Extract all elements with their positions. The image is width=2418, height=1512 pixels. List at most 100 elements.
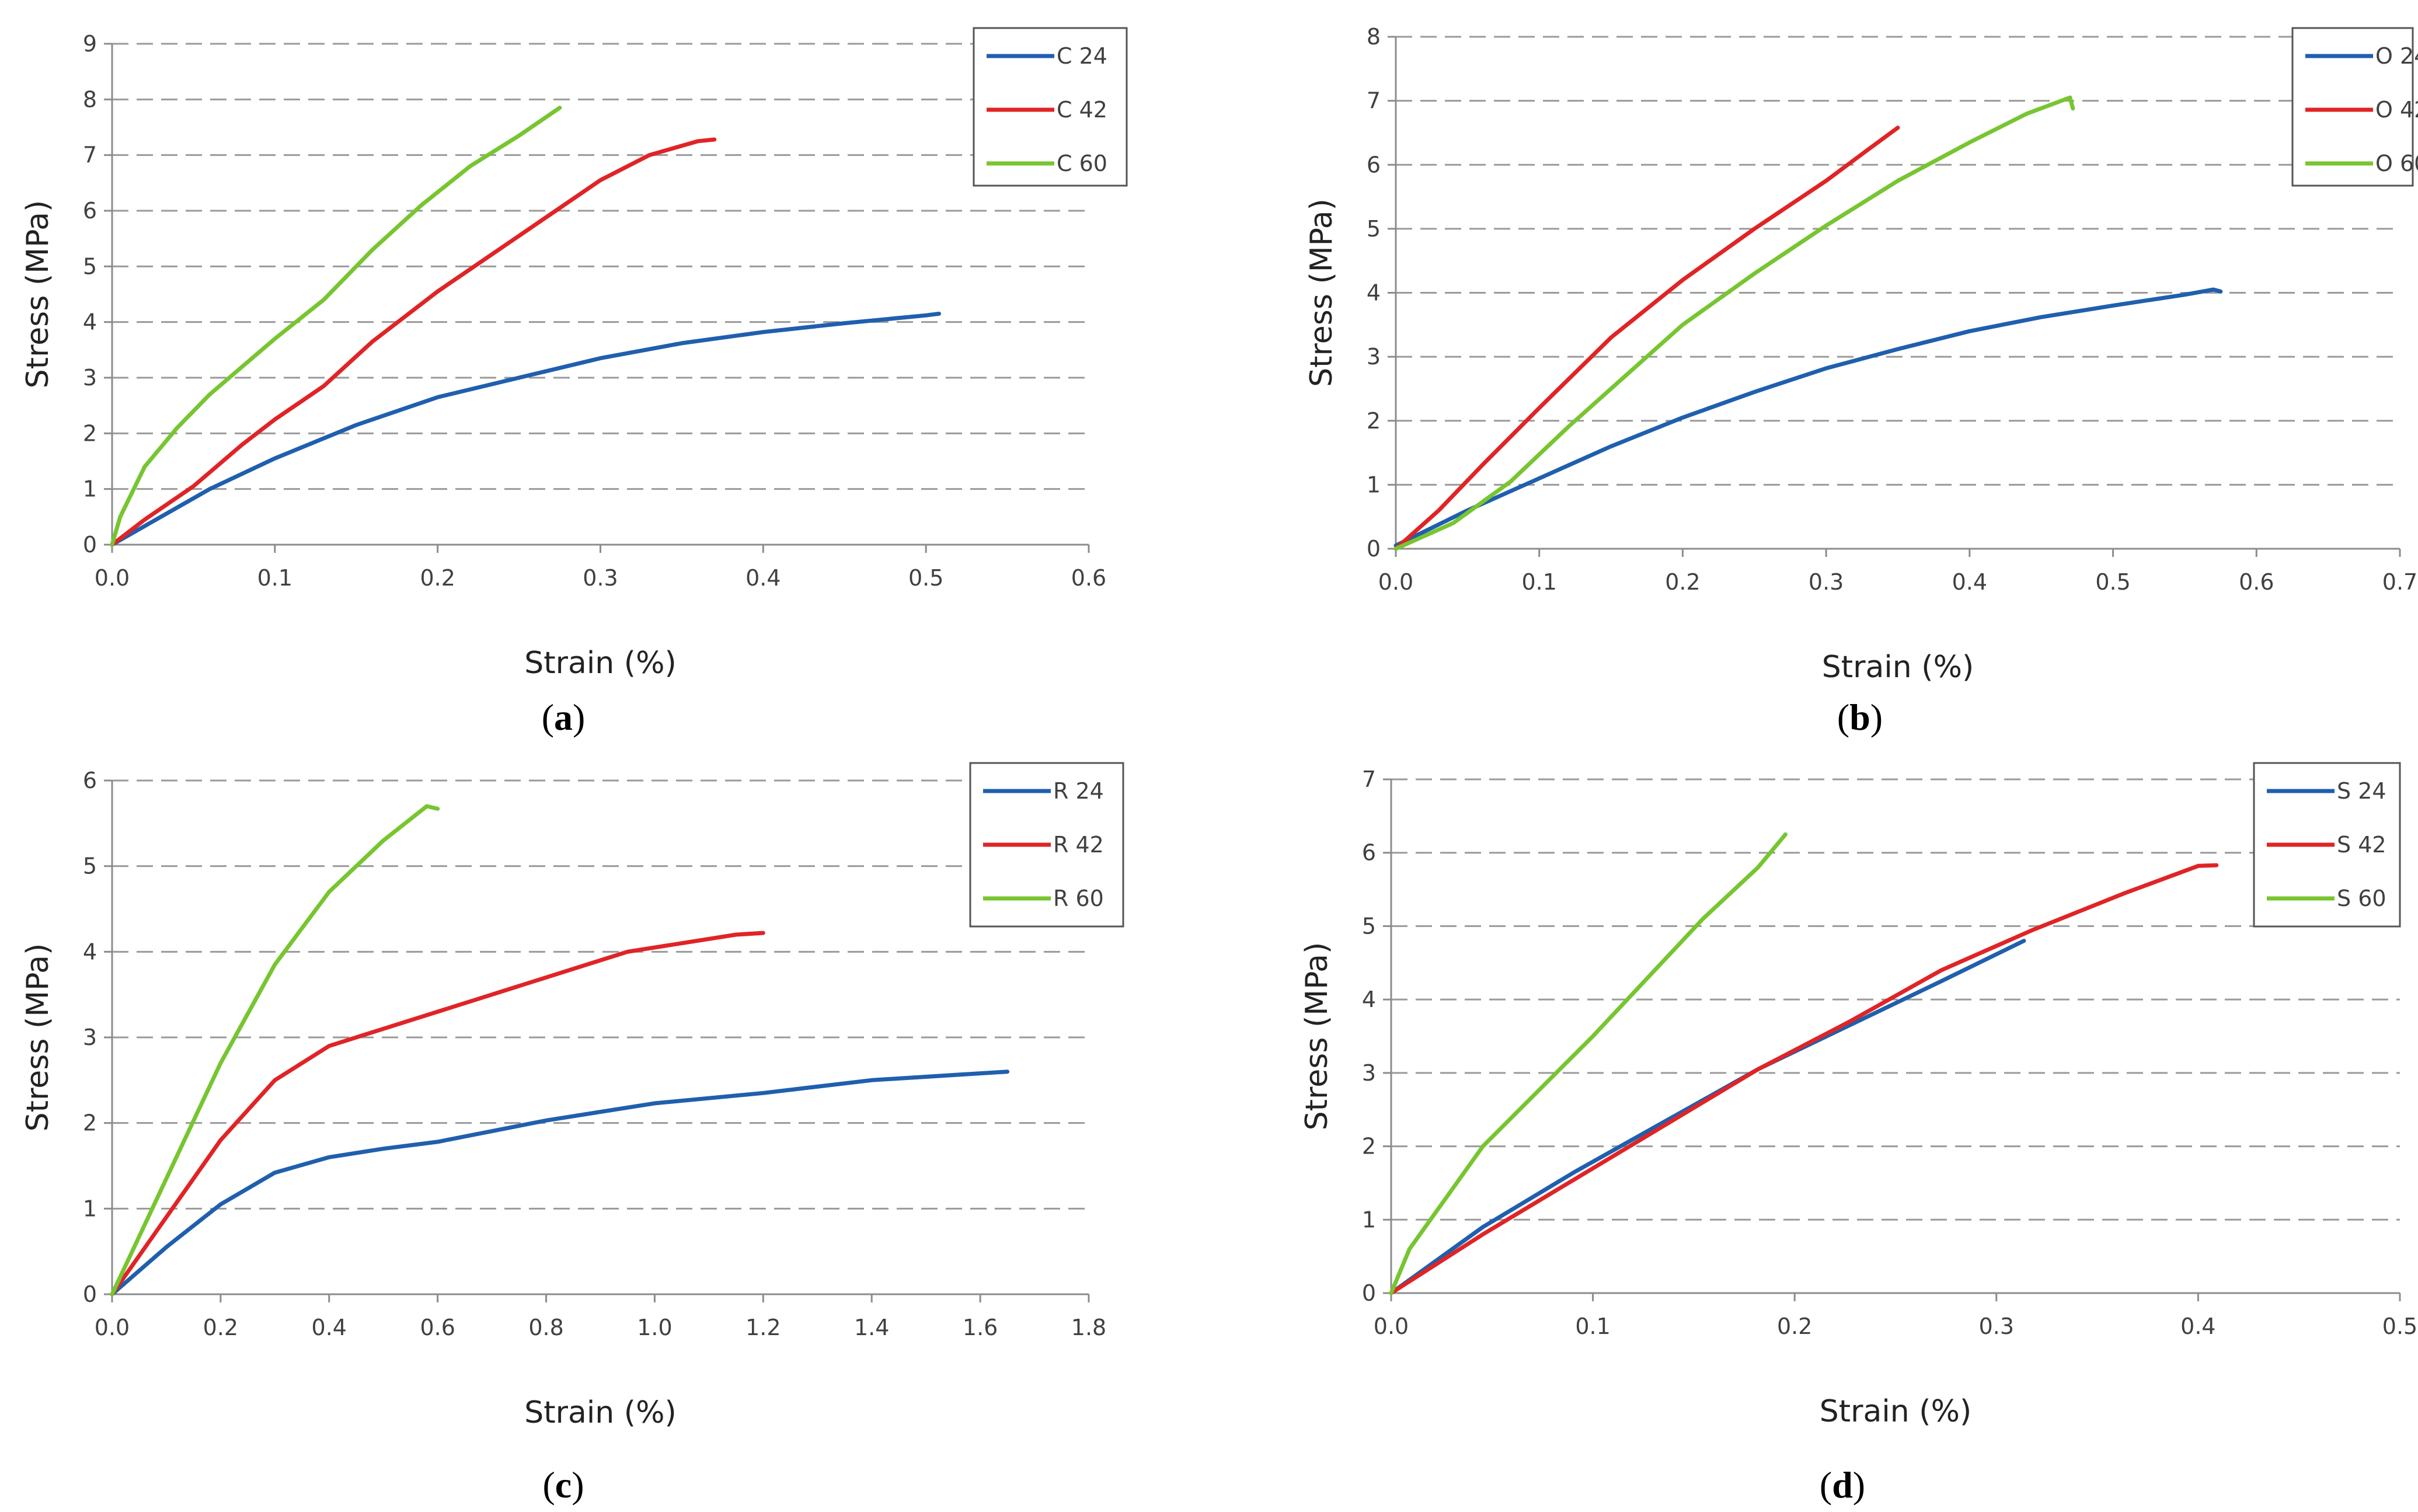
caption-letter: a <box>554 696 573 738</box>
y-tick-label: 2 <box>83 1110 97 1136</box>
y-tick-label: 4 <box>1362 987 1376 1012</box>
figure-caption: (b) <box>1837 696 1883 738</box>
caption-letter: d <box>1832 1464 1853 1506</box>
y-tick-label: 2 <box>83 420 97 446</box>
x-tick-label: 0.2 <box>1665 569 1700 595</box>
caption-close: ) <box>1853 1464 1865 1506</box>
caption-close: ) <box>573 696 585 738</box>
y-tick-label: 8 <box>83 86 97 112</box>
caption-letter: c <box>555 1464 572 1506</box>
y-tick-label: 4 <box>1367 280 1381 306</box>
x-tick-label: 0.3 <box>583 565 618 591</box>
y-tick-label: 8 <box>1367 24 1381 50</box>
y-tick-label: 3 <box>1367 344 1381 370</box>
series-line-c-42 <box>110 137 717 547</box>
legend-label: O 60 <box>2375 151 2418 176</box>
x-tick-label: 0.5 <box>908 565 943 591</box>
x-tick-label: 0.6 <box>420 1315 455 1340</box>
x-tick-label: 0.8 <box>528 1315 563 1340</box>
chart-svg-b: 0 1 2 3 4 5 6 7 8 0.0 0.1 0.2 0.3 0.4 0.5 0.6 0.7 Strain … <box>1304 24 2418 738</box>
legend-label: S 60 <box>2337 886 2386 911</box>
x-tick-label: 0.1 <box>257 565 292 591</box>
x-axis-title: Strain (%) <box>1820 1394 1972 1429</box>
legend-label: C 60 <box>1057 151 1107 176</box>
y-tick-label: 0 <box>1367 536 1381 562</box>
y-tick-label: 6 <box>83 768 97 793</box>
y-tick-label: 3 <box>83 1025 97 1050</box>
x-tick-label: 0.3 <box>1979 1314 2014 1339</box>
y-tick-label: 0 <box>1362 1280 1376 1306</box>
y-axis-title: Stress (MPa) <box>1304 198 1339 387</box>
legend-label: O 24 <box>2375 43 2418 69</box>
y-tick-label: 1 <box>1367 472 1381 497</box>
y-tick-label: 4 <box>83 309 97 335</box>
x-tick-label: 0.4 <box>1952 569 1987 595</box>
series-line-c-60 <box>110 106 562 547</box>
chart-svg-d: 0 1 2 3 4 5 6 7 0.0 0.1 0.2 0.3 0.4 0.5 Strain (%) Stre… <box>1299 762 2417 1506</box>
series-line-o-24 <box>1393 287 2223 548</box>
x-tick-label: 0.0 <box>1374 1314 1409 1339</box>
y-tick-label: 4 <box>83 939 97 964</box>
figure-caption: (a) <box>542 696 586 738</box>
legend-label: R 42 <box>1053 832 1104 858</box>
chart-panel-a: 0 1 2 3 4 5 6 7 8 9 0.0 0.1 0.2 0.3 0.4 0.5 0.6 Strain (%… <box>0 0 1209 756</box>
y-axis-title: Stress (MPa) <box>1299 942 1335 1131</box>
legend-label: O 42 <box>2375 97 2418 123</box>
caption-close: ) <box>1870 696 1883 738</box>
x-tick-label: 0.6 <box>2239 569 2274 595</box>
x-tick-label: 0.4 <box>745 565 781 591</box>
x-tick-label: 1.8 <box>1071 1315 1106 1340</box>
caption-letter: b <box>1849 696 1870 738</box>
x-tick-label: 0.6 <box>1071 565 1106 591</box>
legend-label: S 42 <box>2337 832 2386 858</box>
x-axis-title: Strain (%) <box>1822 650 1974 685</box>
y-axis-title: Stress (MPa) <box>20 200 55 389</box>
series-line-s-24 <box>1389 939 2026 1295</box>
series-line-s-42 <box>1389 863 2219 1295</box>
x-axis-title: Strain (%) <box>524 1395 677 1430</box>
x-tick-label: 0.1 <box>1575 1314 1610 1339</box>
caption-open: ( <box>542 1464 555 1506</box>
caption-open: ( <box>1837 696 1849 738</box>
x-tick-label: 0.5 <box>2095 569 2130 595</box>
x-tick-label: 0.1 <box>1521 569 1556 595</box>
figure-caption: (c) <box>542 1464 584 1506</box>
y-tick-label: 5 <box>83 853 97 879</box>
caption-close: ) <box>572 1464 584 1506</box>
chart-panel-d: 0 1 2 3 4 5 6 7 0.0 0.1 0.2 0.3 0.4 0.5 Strain (%) Stre… <box>1209 756 2418 1512</box>
y-tick-label: 1 <box>83 476 97 502</box>
y-tick-label: 5 <box>1362 913 1376 939</box>
x-tick-label: 1.0 <box>637 1315 672 1340</box>
y-tick-label: 5 <box>83 253 97 279</box>
y-tick-label: 2 <box>1362 1134 1376 1159</box>
x-tick-label: 0.2 <box>203 1315 238 1340</box>
x-tick-label: 0.3 <box>1809 569 1844 595</box>
series-line-c-24 <box>110 311 941 547</box>
y-tick-label: 6 <box>1367 152 1381 177</box>
chart-svg-a: 0 1 2 3 4 5 6 7 8 9 0.0 0.1 0.2 0.3 0.4 0.5 0.6 Strain (%… <box>20 27 1128 738</box>
x-tick-label: 0.7 <box>2382 569 2417 595</box>
x-tick-label: 0.0 <box>95 1315 130 1340</box>
x-tick-label: 0.0 <box>95 565 130 591</box>
x-axis-title: Strain (%) <box>524 646 677 681</box>
x-tick-label: 0.4 <box>2180 1314 2215 1339</box>
legend-label: C 42 <box>1057 97 1107 123</box>
caption-open: ( <box>1820 1464 1832 1506</box>
y-tick-label: 3 <box>83 365 97 391</box>
y-tick-label: 6 <box>83 198 97 224</box>
y-tick-label: 1 <box>1362 1207 1376 1232</box>
x-tick-label: 1.2 <box>745 1315 781 1340</box>
series-line-o-42 <box>1393 126 1900 551</box>
chart-panel-b: 0 1 2 3 4 5 6 7 8 0.0 0.1 0.2 0.3 0.4 0.5 0.6 0.7 Strain … <box>1209 0 2418 756</box>
y-tick-label: 9 <box>83 31 97 57</box>
legend-label: C 24 <box>1057 43 1107 69</box>
x-tick-label: 0.4 <box>312 1315 347 1340</box>
y-tick-label: 7 <box>1367 88 1381 114</box>
y-tick-label: 0 <box>83 532 97 558</box>
series-line-r-42 <box>110 931 765 1297</box>
y-axis-title: Stress (MPa) <box>20 943 55 1132</box>
x-tick-label: 0.2 <box>420 565 455 591</box>
x-tick-label: 0.5 <box>2382 1314 2417 1339</box>
y-tick-label: 3 <box>1362 1060 1376 1086</box>
y-tick-label: 6 <box>1362 840 1376 866</box>
